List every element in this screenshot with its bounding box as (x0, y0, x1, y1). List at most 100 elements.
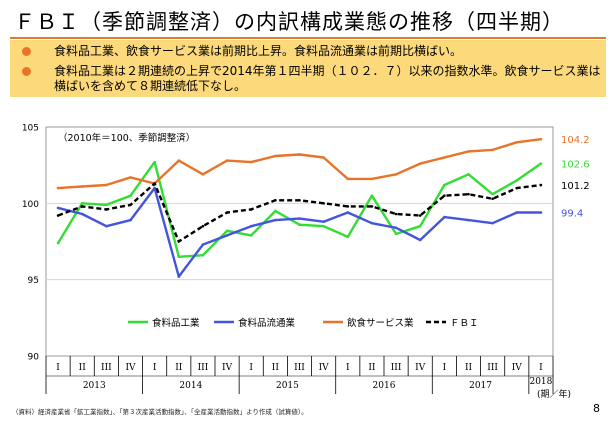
series-3-point (443, 194, 446, 197)
series-0-point (129, 194, 132, 197)
series-2-point (443, 156, 446, 159)
series-3-point (249, 208, 253, 211)
title-divider (10, 37, 606, 39)
series-3-point (225, 211, 229, 214)
series-1-point (177, 275, 181, 278)
series-3-point (129, 203, 132, 207)
y-tick-label: 105 (22, 124, 39, 134)
series-1-point (467, 218, 470, 222)
series-1-point (370, 221, 374, 225)
series-1-point (129, 218, 132, 222)
series-1-point (274, 218, 277, 222)
series-0-point (491, 192, 494, 196)
x-tick-label: IV (222, 363, 233, 373)
series-0-point (515, 179, 519, 182)
x-tick-label: I (249, 363, 253, 373)
series-0-point (346, 235, 350, 239)
series-3-point (201, 224, 205, 228)
summary-text-2: 食料品工業は２期連続の上昇で2014年第１四半期（１０２．７）以来の指数水準。飲… (54, 64, 601, 93)
series-0-point (105, 203, 108, 207)
series-0-point (539, 162, 543, 165)
series-2-point (105, 183, 108, 187)
end-value-label: 101.2 (561, 181, 590, 192)
chart-note: （2010年＝100、季節調整済） (58, 132, 195, 144)
x-tick-label: IV (512, 363, 523, 373)
plot-frame (45, 126, 554, 357)
series-0-point (56, 241, 60, 245)
series-2-point (201, 173, 205, 176)
y-tick-label: 100 (22, 200, 39, 210)
series-2-point (274, 154, 277, 158)
series-1-point (515, 211, 519, 214)
year-label: 2015 (276, 381, 299, 391)
x-tick-label: I (153, 363, 157, 373)
series-3-point (80, 205, 84, 208)
series-1-point (394, 226, 398, 230)
series-3-point (56, 214, 60, 217)
x-axis-unit-label: (期／年) (537, 388, 571, 400)
year-label: 2013 (83, 381, 106, 391)
series-0-point (467, 173, 470, 176)
series-1-point (539, 211, 543, 214)
series-0-point (153, 160, 156, 164)
series-2-point (467, 150, 470, 153)
series-2-point (491, 148, 494, 152)
x-tick-label: II (175, 363, 183, 373)
series-3-point (539, 183, 543, 187)
end-value-label: 99.4 (561, 208, 583, 219)
series-1-point (322, 220, 325, 223)
summary-text-1: 食料品工業、飲食サービス業は前期比上昇。食料品流通業は前期比横ばい。 (54, 44, 463, 58)
series-2-point (346, 177, 350, 181)
series-3-point (346, 205, 350, 208)
series-0-point (418, 224, 422, 228)
series-0-point (249, 234, 253, 237)
x-tick-label: I (56, 363, 60, 373)
source-footnote: （資料）経済産業省「鉱工業指数」、「第３次産業活動指数」、「全産業活動指数」より… (12, 408, 308, 416)
series-1-point (249, 224, 253, 228)
series-1-point (346, 211, 350, 214)
y-tick-label: 90 (28, 353, 40, 363)
series-1-point (105, 224, 108, 228)
series-0-point (274, 209, 277, 213)
x-tick-label: IV (319, 363, 330, 373)
series-3-point (177, 240, 181, 243)
series-3-point (105, 208, 108, 211)
year-label: 2017 (469, 381, 492, 391)
series-1-point (153, 186, 156, 190)
series-1-point (443, 215, 446, 219)
series-2-point (394, 173, 398, 176)
year-label: 2018 (529, 377, 552, 387)
series-1-point (201, 243, 205, 246)
series-3-point (370, 205, 374, 208)
x-tick-label: I (539, 363, 543, 373)
series-0-point (201, 253, 205, 257)
series-0-point (80, 202, 84, 205)
series-3-point (418, 214, 422, 217)
page-title: ＦＢＩ（季節調整済）の内訳構成業態の推移（四半期） (14, 10, 564, 34)
page-number: 8 (593, 402, 600, 415)
x-tick-label: IV (125, 363, 136, 373)
series-line-3 (57, 182, 542, 243)
year-label: 2016 (373, 381, 396, 391)
x-tick-label: II (368, 363, 376, 373)
series-1-point (225, 234, 229, 237)
x-tick-label: II (79, 363, 87, 373)
legend-label: 食料品流通業 (238, 317, 296, 329)
series-0-point (177, 255, 181, 259)
series-0-point (394, 232, 398, 236)
series-2-point (298, 153, 301, 156)
series-3-point (274, 198, 277, 202)
series-3-point (491, 197, 494, 201)
series-3-point (298, 198, 301, 202)
bullet-dot-icon (22, 47, 31, 56)
x-tick-label: I (346, 363, 350, 373)
series-0-point (370, 194, 374, 197)
series-1-point (418, 238, 422, 242)
summary-box: 食料品工業、飲食サービス業は前期比上昇。食料品流通業は前期比横ばい。 食料品工業… (10, 40, 606, 97)
x-tick-label: II (465, 363, 473, 373)
series-2-point (515, 140, 519, 144)
x-tick-label: I (443, 363, 447, 373)
series-1-point (56, 206, 60, 210)
series-2-point (225, 159, 229, 162)
